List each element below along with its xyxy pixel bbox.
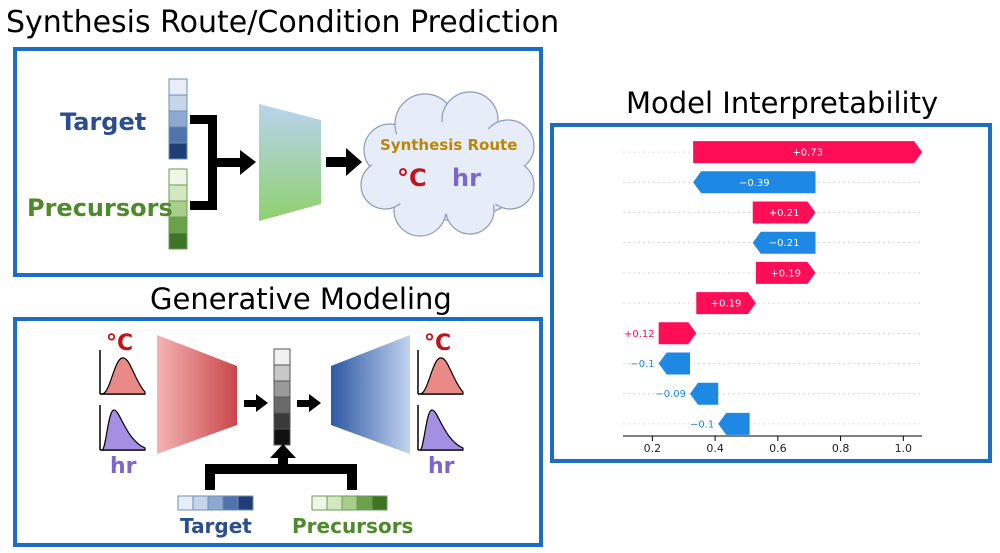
synthesis-title: Synthesis Route/Condition Prediction <box>6 5 560 40</box>
interpretability-panel <box>550 123 992 463</box>
generative-panel <box>13 317 543 547</box>
generative-title: Generative Modeling <box>150 282 452 316</box>
synthesis-panel <box>13 47 543 277</box>
interpretability-title: Model Interpretability <box>626 86 939 120</box>
